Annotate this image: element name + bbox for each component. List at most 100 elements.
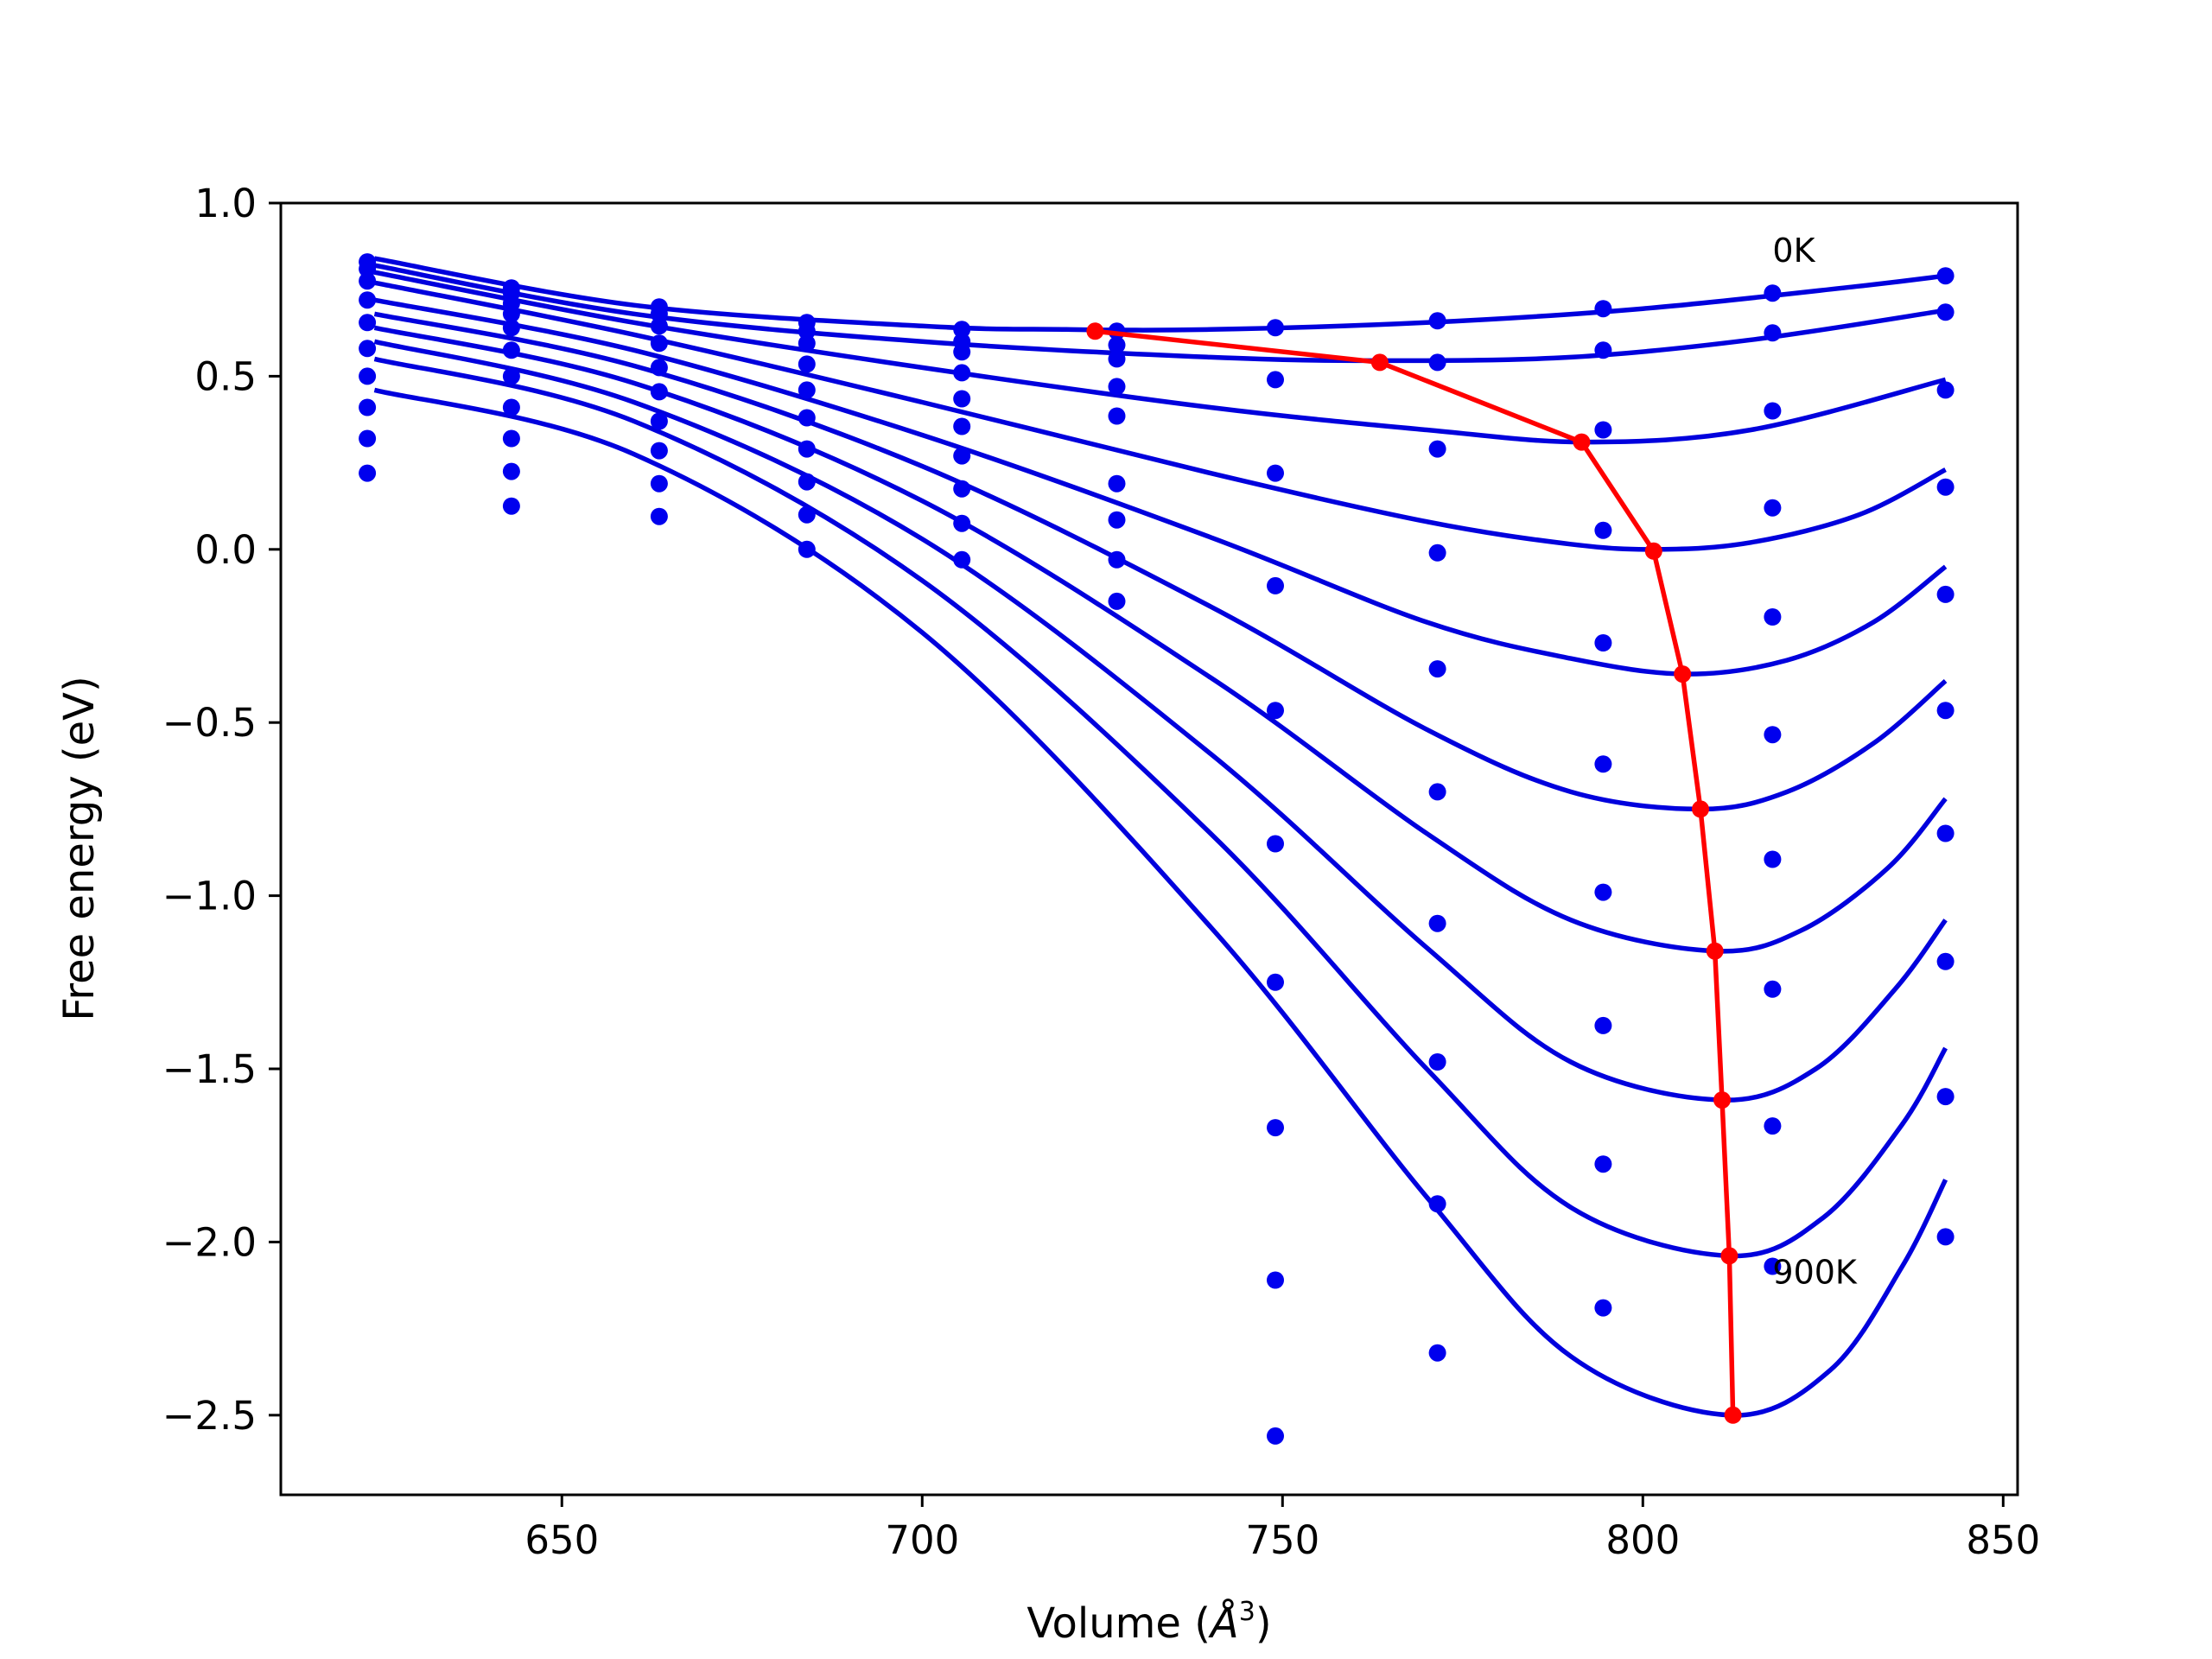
x-tick-label: 750 <box>1245 1517 1319 1563</box>
data-point <box>798 540 816 558</box>
data-point <box>953 550 971 569</box>
data-point <box>1936 952 1955 970</box>
data-point <box>1764 1117 1782 1135</box>
x-tick-label: 650 <box>524 1517 599 1563</box>
data-point <box>1428 440 1446 458</box>
data-point <box>1267 576 1284 594</box>
y-tick-label: −2.0 <box>162 1219 257 1265</box>
data-point <box>1594 634 1612 652</box>
data-point <box>798 322 816 340</box>
data-point <box>1764 284 1782 302</box>
data-point <box>953 447 971 465</box>
data-point <box>1428 783 1446 801</box>
data-point <box>359 291 377 309</box>
data-point <box>1108 407 1126 425</box>
data-point <box>359 398 377 416</box>
data-point <box>1108 511 1126 529</box>
data-point <box>1267 464 1284 482</box>
fit-curve-8 <box>373 356 1948 1259</box>
data-point <box>359 260 377 278</box>
data-point <box>1267 973 1284 991</box>
annotation-0k: 0K <box>1772 232 1815 270</box>
minima-line <box>1095 328 1736 1415</box>
minimum-point <box>1706 942 1724 960</box>
data-point <box>1267 319 1284 337</box>
data-point <box>1594 421 1612 439</box>
minimum-point <box>1086 322 1104 340</box>
minimum-point <box>1692 800 1709 818</box>
data-point <box>798 409 816 427</box>
data-point <box>650 359 668 377</box>
data-point <box>1267 835 1284 853</box>
data-point <box>1428 353 1446 372</box>
minimum-point <box>1724 1406 1742 1424</box>
y-tick-label: −0.5 <box>162 700 257 746</box>
y-tick-label: 1.0 <box>194 181 257 226</box>
data-point <box>502 398 520 416</box>
data-point <box>359 340 377 358</box>
axis-ticks: 650 700 750 800 850 1.0 0.5 0.0 −0.5 −1.0 −1.5 −2.0… <box>162 181 2041 1563</box>
y-tick-label: 0.5 <box>194 353 257 399</box>
data-point <box>650 507 668 525</box>
data-point <box>953 321 971 339</box>
minimum-point <box>1370 353 1389 372</box>
data-point <box>650 474 668 493</box>
data-point <box>1936 267 1955 285</box>
data-point <box>650 305 668 323</box>
data-point <box>502 319 520 337</box>
data-point <box>1108 474 1126 493</box>
minimum-point <box>1573 433 1591 451</box>
data-point <box>1594 755 1612 773</box>
data-point <box>1428 914 1446 932</box>
data-point <box>1594 300 1612 318</box>
fit-curve-5 <box>373 311 1948 812</box>
data-point <box>1936 1088 1955 1106</box>
data-point <box>953 514 971 532</box>
data-point <box>1764 608 1782 626</box>
fit-curve-9 <box>373 387 1948 1418</box>
fit-curve-2 <box>373 270 1947 445</box>
data-point <box>1108 550 1126 569</box>
data-point <box>1267 1427 1284 1445</box>
data-point <box>1108 378 1126 396</box>
data-point <box>1267 1271 1284 1289</box>
data-point <box>359 429 377 448</box>
annotation-900k: 900K <box>1772 1254 1858 1292</box>
plot-area <box>359 253 1955 1445</box>
data-point <box>502 367 520 385</box>
data-point <box>798 381 816 399</box>
data-point <box>953 480 971 498</box>
data-point <box>1108 336 1126 354</box>
plot-frame <box>279 201 2019 1497</box>
minimum-point <box>1720 1247 1738 1265</box>
data-point <box>1764 402 1782 420</box>
data-point <box>1428 660 1446 678</box>
data-point <box>798 440 816 458</box>
data-point <box>798 505 816 524</box>
fit-curve-3 <box>373 280 1947 552</box>
data-point <box>1108 350 1126 368</box>
data-point <box>1594 1155 1612 1173</box>
data-point <box>1936 478 1955 496</box>
data-point <box>650 412 668 430</box>
data-point <box>502 497 520 515</box>
x-axis-label: Volume (Å3) <box>1027 1597 1271 1648</box>
x-tick-label: 800 <box>1605 1517 1680 1563</box>
data-point <box>1936 824 1955 842</box>
data-point <box>1936 702 1955 720</box>
data-point <box>1764 850 1782 868</box>
data-point <box>1267 1119 1284 1137</box>
data-point <box>798 473 816 491</box>
minimum-point <box>1644 542 1662 560</box>
data-point <box>1267 371 1284 389</box>
data-point <box>1428 1195 1446 1213</box>
data-point <box>1594 341 1612 359</box>
data-point <box>359 272 377 290</box>
data-point <box>798 334 816 353</box>
data-point <box>1936 381 1955 399</box>
fit-curve-4 <box>373 297 1948 677</box>
y-axis-label: Free energy (eV) <box>55 676 104 1020</box>
y-tick-label: −1.5 <box>162 1046 257 1092</box>
x-tick-label: 850 <box>1966 1517 2040 1563</box>
